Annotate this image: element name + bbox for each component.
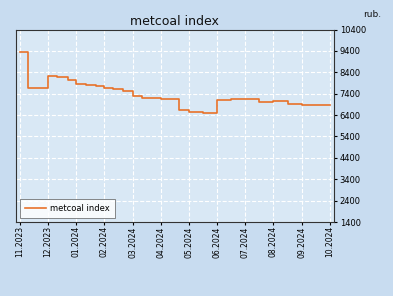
metcoal index — [229, 98, 233, 102]
metcoal index — [74, 82, 79, 86]
metcoal index — [271, 99, 276, 103]
metcoal index — [110, 88, 115, 91]
metcoal index — [18, 50, 22, 54]
metcoal index — [201, 110, 206, 114]
metcoal index — [66, 78, 70, 82]
metcoal index — [130, 89, 135, 92]
metcoal index — [26, 87, 30, 90]
metcoal index — [120, 89, 125, 92]
metcoal index — [140, 96, 145, 100]
metcoal index — [158, 96, 163, 100]
metcoal index — [46, 74, 50, 77]
metcoal index — [120, 88, 125, 91]
metcoal index — [201, 111, 206, 115]
Line: metcoal index: metcoal index — [20, 52, 330, 113]
metcoal index — [74, 78, 79, 82]
metcoal index — [285, 103, 290, 106]
metcoal index — [26, 50, 30, 54]
metcoal index — [243, 97, 248, 101]
metcoal index — [84, 82, 88, 86]
metcoal index — [215, 98, 220, 102]
metcoal index — [158, 97, 163, 101]
metcoal index — [84, 83, 88, 87]
metcoal index — [327, 104, 332, 107]
metcoal index — [271, 101, 276, 104]
metcoal index — [285, 99, 290, 103]
metcoal index — [187, 108, 191, 112]
metcoal index — [54, 75, 59, 78]
metcoal index — [177, 97, 182, 101]
metcoal index — [54, 74, 59, 77]
metcoal index — [102, 87, 107, 90]
metcoal index — [243, 97, 248, 101]
metcoal index — [140, 94, 145, 98]
metcoal index — [257, 101, 262, 104]
metcoal index — [94, 84, 98, 88]
metcoal index — [299, 103, 304, 106]
metcoal index — [33, 87, 38, 90]
metcoal index — [102, 84, 107, 88]
metcoal index — [94, 83, 98, 87]
metcoal index — [177, 108, 182, 112]
metcoal index — [215, 111, 220, 115]
metcoal index — [299, 104, 304, 107]
metcoal index — [66, 75, 70, 78]
Title: metcoal index: metcoal index — [130, 15, 219, 28]
Text: rub.: rub. — [363, 10, 381, 19]
metcoal index — [110, 87, 115, 90]
metcoal index — [257, 97, 262, 101]
metcoal index — [130, 94, 135, 98]
metcoal index — [46, 87, 50, 90]
Legend: metcoal index: metcoal index — [20, 199, 115, 218]
metcoal index — [33, 87, 38, 90]
metcoal index — [187, 110, 191, 114]
metcoal index — [229, 97, 233, 101]
